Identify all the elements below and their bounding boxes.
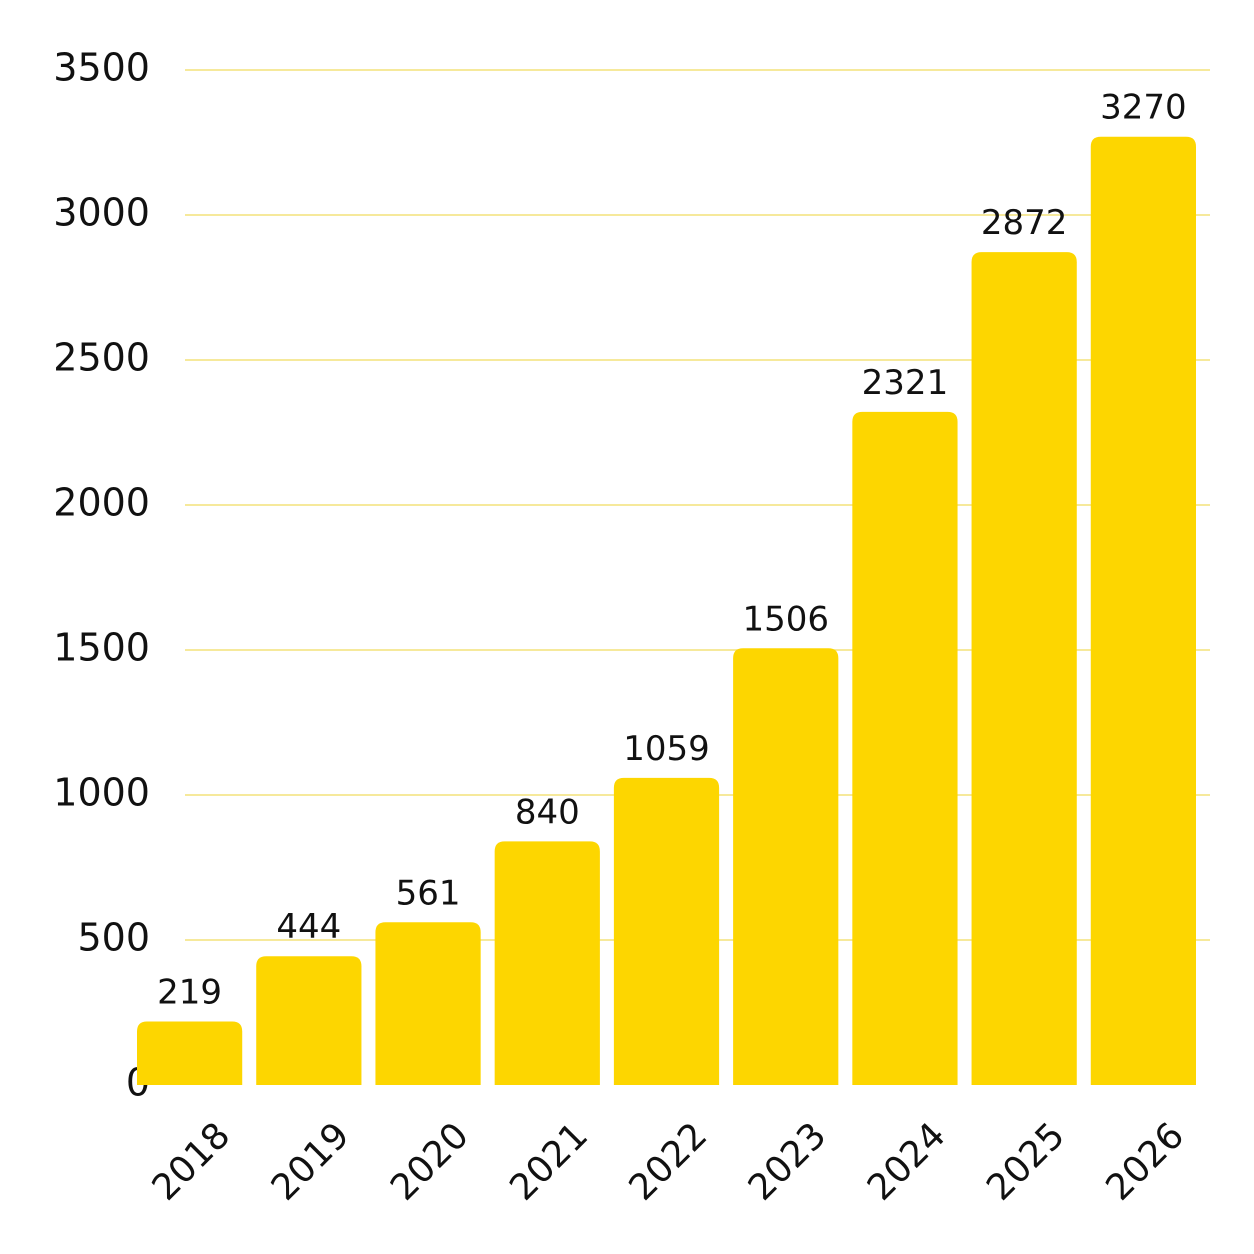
x-tick-label-2019: 2019 — [264, 1115, 358, 1209]
x-tick-label-2018: 2018 — [145, 1115, 239, 1209]
y-tick-label-500: 500 — [77, 916, 150, 960]
x-tick-label-2025: 2025 — [979, 1115, 1073, 1209]
data-label-2023: 1506 — [742, 599, 829, 639]
y-tick-label-3500: 3500 — [53, 46, 150, 90]
x-tick-label-2021: 2021 — [502, 1115, 596, 1209]
y-tick-label-2000: 2000 — [53, 481, 150, 525]
bar-2020 — [375, 922, 481, 1085]
data-label-2022: 1059 — [623, 729, 710, 769]
bar-2023 — [733, 648, 839, 1085]
data-label-2025: 2872 — [981, 203, 1068, 243]
y-tick-label-1500: 1500 — [53, 626, 150, 670]
y-tick-label-1000: 1000 — [53, 771, 150, 815]
data-label-2019: 444 — [276, 907, 341, 947]
gridlines — [185, 69, 1210, 941]
bars — [137, 136, 1196, 1085]
data-label-2021: 840 — [515, 792, 580, 832]
bar-2022 — [613, 777, 720, 1085]
bar-2019 — [256, 956, 362, 1085]
y-axis-ticks: 0500100015002000250030003500 — [53, 46, 150, 1105]
bar-2025 — [971, 252, 1077, 1085]
x-tick-label-2020: 2020 — [383, 1115, 477, 1209]
data-label-2020: 561 — [396, 873, 461, 913]
x-axis-ticks: 2018 2019 2020 2021 2022 2023 2024 2025 2026 — [145, 1115, 1193, 1209]
x-tick-label-2026: 2026 — [1098, 1115, 1192, 1209]
y-tick-label-2500: 2500 — [53, 336, 150, 380]
bar-2026 — [1090, 136, 1196, 1085]
bar-2018 — [137, 1021, 243, 1085]
x-tick-label-2024: 2024 — [860, 1115, 954, 1209]
data-labels: 219 444 561 840 1059 1506 2321 2872 3270 — [157, 88, 1186, 1013]
bar-2024 — [852, 411, 958, 1085]
bar-2021 — [494, 841, 600, 1085]
data-label-2024: 2321 — [862, 363, 949, 403]
data-label-2018: 219 — [157, 972, 222, 1012]
data-label-2026: 3270 — [1100, 88, 1187, 128]
y-tick-label-3000: 3000 — [53, 191, 150, 235]
x-tick-label-2022: 2022 — [621, 1115, 715, 1209]
x-tick-label-2023: 2023 — [741, 1115, 835, 1209]
